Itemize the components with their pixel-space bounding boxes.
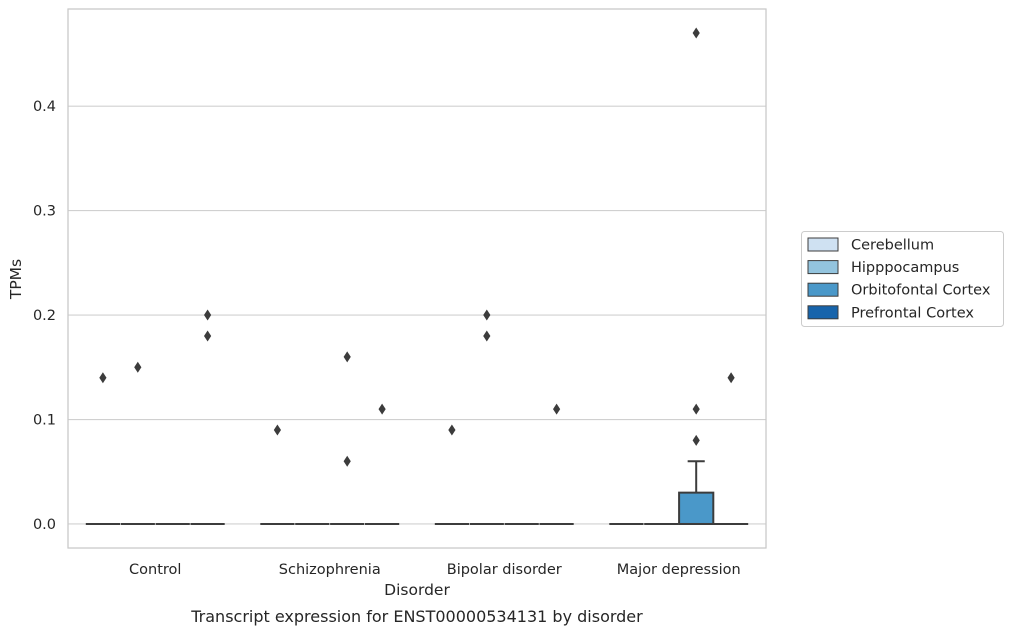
box-prefrontal-cortex — [539, 403, 574, 525]
box-plot-area — [85, 27, 749, 525]
outlier-point — [378, 403, 386, 415]
legend-swatch — [807, 282, 839, 297]
box-prefrontal-cortex — [713, 372, 749, 525]
outlier-point — [343, 351, 351, 363]
legend-label: Cerebellum — [851, 238, 934, 254]
y-tick-label: 0.4 — [33, 99, 56, 115]
outlier-point — [273, 424, 281, 436]
y-axis-ticks: 0.0 0.1 0.2 0.3 0.4 — [33, 99, 56, 533]
legend-label: Orbitofontal Cortex — [851, 283, 991, 299]
outlier-point — [553, 403, 561, 415]
box-hipppocampus — [120, 361, 155, 525]
x-tick-label: Bipolar disorder — [447, 562, 562, 578]
box-cerebellum — [434, 424, 470, 525]
box-orbitofontal-cortex — [678, 27, 715, 525]
grid-lines — [68, 105, 766, 525]
legend-swatch — [807, 305, 839, 320]
legend-frame — [801, 231, 1004, 327]
legend-label: Hipppocampus — [851, 260, 959, 276]
y-tick-label: 0.2 — [33, 308, 56, 324]
box-prefrontal-cortex — [190, 309, 225, 525]
outlier-point — [343, 455, 351, 467]
legend: Cerebellum Hipppocampus Orbitofontal Corte… — [801, 231, 1004, 327]
x-axis-title: Disorder — [384, 581, 450, 599]
x-axis-ticks: Control Schizophrenia Bipolar disorder Majo… — [129, 562, 741, 578]
outlier-point — [448, 424, 456, 436]
outlier-point — [692, 27, 700, 39]
chart-caption: Transcript expression for ENST0000053413… — [190, 607, 643, 626]
x-tick-label: Major depression — [617, 562, 741, 578]
box-cerebellum — [85, 372, 121, 525]
legend-label: Prefrontal Cortex — [851, 305, 974, 321]
outlier-point — [727, 372, 735, 384]
outlier-point — [692, 434, 700, 446]
outlier-point — [483, 309, 491, 321]
outlier-point — [134, 361, 142, 373]
legend-swatch — [807, 237, 839, 252]
box-hipppocampus — [469, 309, 504, 525]
outlier-point — [692, 403, 700, 415]
x-tick-label: Schizophrenia — [279, 562, 381, 578]
y-tick-label: 0.0 — [33, 517, 56, 533]
y-axis-title: TPMs — [7, 259, 25, 300]
x-tick-label: Control — [129, 562, 181, 578]
y-tick-label: 0.1 — [33, 413, 56, 429]
y-tick-label: 0.3 — [33, 204, 56, 220]
outlier-point — [99, 372, 107, 384]
box-orbitofontal-cortex — [330, 351, 365, 525]
box-iqr — [678, 491, 715, 525]
legend-swatch — [807, 260, 839, 275]
outlier-point — [204, 330, 212, 342]
outlier-point — [204, 309, 212, 321]
outlier-point — [483, 330, 491, 342]
box-prefrontal-cortex — [364, 403, 400, 525]
box-cerebellum — [260, 424, 295, 525]
plot-frame — [67, 8, 767, 549]
